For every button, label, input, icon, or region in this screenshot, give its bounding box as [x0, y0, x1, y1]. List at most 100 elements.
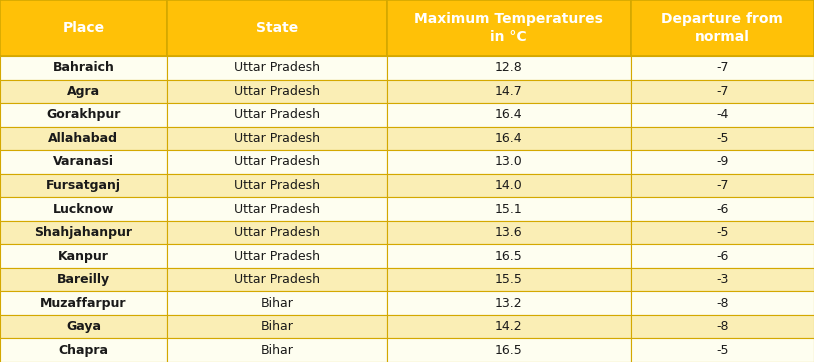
Bar	[167, 244, 387, 268]
Text: 16.5: 16.5	[495, 344, 523, 357]
Text: Shahjahanpur: Shahjahanpur	[34, 226, 133, 239]
Bar	[387, 150, 631, 174]
Bar	[387, 0, 631, 56]
Text: Bihar: Bihar	[260, 296, 293, 310]
Text: 16.4: 16.4	[495, 108, 523, 121]
Text: 14.7: 14.7	[495, 85, 523, 98]
Bar	[167, 268, 387, 291]
Bar	[631, 56, 814, 80]
Text: Bahraich: Bahraich	[52, 61, 115, 74]
Text: Uttar Pradesh: Uttar Pradesh	[234, 249, 320, 262]
Text: -4: -4	[716, 108, 729, 121]
Text: 13.2: 13.2	[495, 296, 523, 310]
Text: -5: -5	[716, 344, 729, 357]
Bar	[387, 56, 631, 80]
Bar	[167, 56, 387, 80]
Bar	[0, 221, 167, 244]
Text: Place: Place	[63, 21, 104, 35]
Bar	[0, 174, 167, 197]
Text: 13.6: 13.6	[495, 226, 523, 239]
Bar	[167, 291, 387, 315]
Bar	[387, 197, 631, 221]
Text: Uttar Pradesh: Uttar Pradesh	[234, 155, 320, 168]
Text: Varanasi: Varanasi	[53, 155, 114, 168]
Text: Muzaffarpur: Muzaffarpur	[40, 296, 127, 310]
Text: Uttar Pradesh: Uttar Pradesh	[234, 179, 320, 192]
Text: Bihar: Bihar	[260, 320, 293, 333]
Text: Gaya: Gaya	[66, 320, 101, 333]
Bar	[387, 338, 631, 362]
Text: -6: -6	[716, 249, 729, 262]
Text: Allahabad: Allahabad	[49, 132, 118, 145]
Text: Lucknow: Lucknow	[53, 202, 114, 215]
Text: Fursatganj: Fursatganj	[46, 179, 121, 192]
Text: 15.1: 15.1	[495, 202, 523, 215]
Bar	[167, 127, 387, 150]
Bar	[0, 103, 167, 127]
Bar	[167, 174, 387, 197]
Bar	[0, 80, 167, 103]
Bar	[631, 0, 814, 56]
Bar	[387, 80, 631, 103]
Bar	[387, 244, 631, 268]
Text: -9: -9	[716, 155, 729, 168]
Text: 16.4: 16.4	[495, 132, 523, 145]
Text: -7: -7	[716, 85, 729, 98]
Bar	[387, 127, 631, 150]
Bar	[0, 291, 167, 315]
Text: -7: -7	[716, 61, 729, 74]
Text: -7: -7	[716, 179, 729, 192]
Bar	[631, 268, 814, 291]
Bar	[167, 197, 387, 221]
Text: -5: -5	[716, 226, 729, 239]
Bar	[631, 103, 814, 127]
Bar	[167, 338, 387, 362]
Bar	[167, 315, 387, 338]
Text: Kanpur: Kanpur	[58, 249, 109, 262]
Bar	[631, 80, 814, 103]
Bar	[0, 197, 167, 221]
Bar	[631, 315, 814, 338]
Bar	[0, 127, 167, 150]
Text: Departure from
normal: Departure from normal	[662, 12, 783, 44]
Text: -5: -5	[716, 132, 729, 145]
Bar	[631, 291, 814, 315]
Text: -6: -6	[716, 202, 729, 215]
Text: Agra: Agra	[67, 85, 100, 98]
Bar	[167, 0, 387, 56]
Text: -3: -3	[716, 273, 729, 286]
Bar	[0, 315, 167, 338]
Text: Uttar Pradesh: Uttar Pradesh	[234, 202, 320, 215]
Bar	[387, 268, 631, 291]
Text: -8: -8	[716, 296, 729, 310]
Text: Uttar Pradesh: Uttar Pradesh	[234, 61, 320, 74]
Text: Uttar Pradesh: Uttar Pradesh	[234, 226, 320, 239]
Bar	[631, 244, 814, 268]
Text: Uttar Pradesh: Uttar Pradesh	[234, 273, 320, 286]
Bar	[387, 103, 631, 127]
Bar	[631, 221, 814, 244]
Text: 14.0: 14.0	[495, 179, 523, 192]
Bar	[167, 80, 387, 103]
Bar	[0, 244, 167, 268]
Text: State: State	[256, 21, 298, 35]
Bar	[0, 0, 167, 56]
Bar	[387, 174, 631, 197]
Text: Uttar Pradesh: Uttar Pradesh	[234, 132, 320, 145]
Text: Bihar: Bihar	[260, 344, 293, 357]
Text: 12.8: 12.8	[495, 61, 523, 74]
Bar	[0, 268, 167, 291]
Text: Maximum Temperatures
in °C: Maximum Temperatures in °C	[414, 12, 603, 44]
Bar	[167, 221, 387, 244]
Text: 16.5: 16.5	[495, 249, 523, 262]
Text: 14.2: 14.2	[495, 320, 523, 333]
Bar	[631, 150, 814, 174]
Bar	[167, 103, 387, 127]
Text: 13.0: 13.0	[495, 155, 523, 168]
Text: Chapra: Chapra	[59, 344, 108, 357]
Bar	[631, 127, 814, 150]
Text: Uttar Pradesh: Uttar Pradesh	[234, 108, 320, 121]
Bar	[631, 197, 814, 221]
Text: Bareilly: Bareilly	[57, 273, 110, 286]
Bar	[387, 315, 631, 338]
